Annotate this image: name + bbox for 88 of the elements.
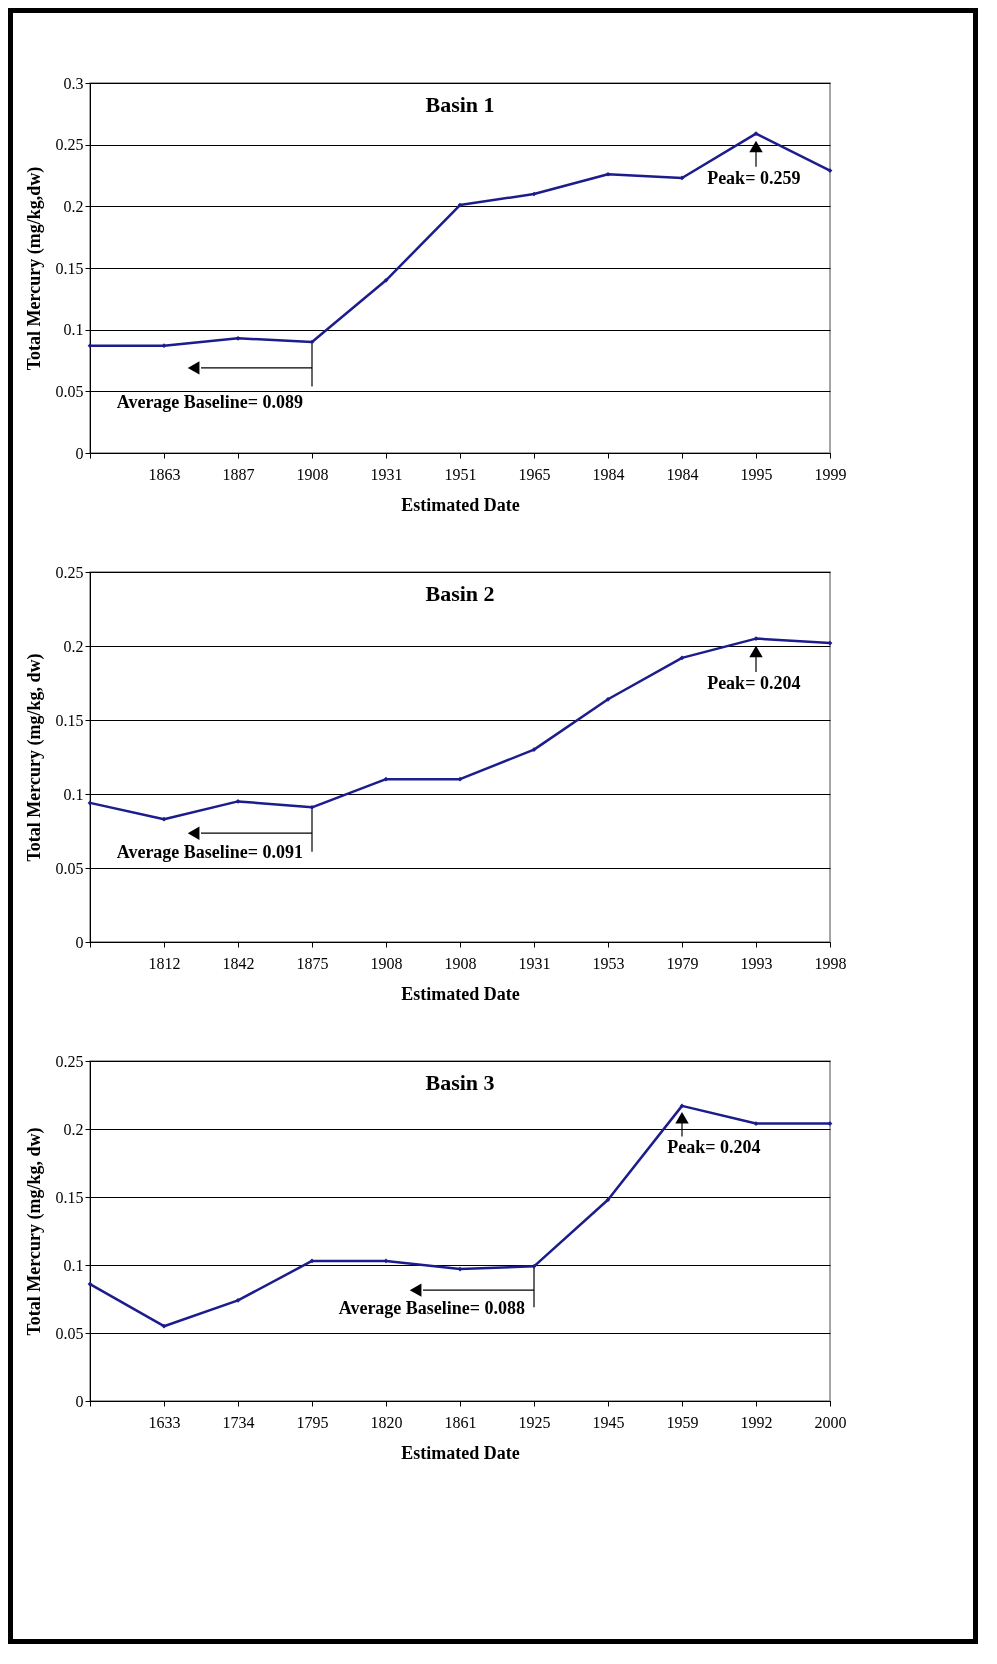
- x-tick-label: 1959: [666, 1413, 699, 1431]
- point: [457, 776, 463, 782]
- y-tick-label: 0.2: [63, 637, 84, 655]
- x-tick-label: 1984: [592, 465, 625, 483]
- x-tick-label: 2000: [814, 1413, 847, 1431]
- point: [161, 1323, 167, 1329]
- point: [383, 776, 389, 782]
- y-tick-label: 0.25: [55, 136, 84, 154]
- y-tick-label: 0.1: [63, 1256, 84, 1274]
- point: [457, 1266, 463, 1272]
- y-tick-label: 0.2: [63, 197, 84, 215]
- x-tick-label: 1795: [296, 1413, 329, 1431]
- y-tick-label: 0: [75, 1392, 84, 1410]
- chart-title: Basin 1: [425, 92, 495, 117]
- y-tick-label: 0.15: [55, 259, 84, 277]
- y-axis-title: Total Mercury (mg/kg, dw): [23, 1127, 45, 1336]
- x-tick-label: 1925: [518, 1413, 551, 1431]
- chart-title: Basin 2: [425, 581, 495, 606]
- x-tick-label: 1842: [222, 954, 255, 972]
- chart-title: Basin 3: [425, 1070, 495, 1095]
- annotation: Average Baseline= 0.088: [338, 1298, 526, 1319]
- y-tick-label: 0.05: [55, 1324, 84, 1342]
- x-tick-label: 1999: [814, 465, 847, 483]
- y-tick-label: 0.15: [55, 711, 84, 729]
- point: [679, 1103, 685, 1109]
- point: [827, 640, 833, 646]
- point: [309, 1258, 315, 1264]
- y-tick-label: 0.1: [63, 321, 84, 339]
- x-axis-title: Estimated Date: [401, 494, 520, 515]
- x-tick-label: 1965: [518, 465, 551, 483]
- point: [605, 1197, 611, 1203]
- y-tick-label: 0.3: [63, 74, 84, 92]
- point: [235, 335, 241, 341]
- point: [605, 171, 611, 177]
- x-tick-label: 1951: [444, 465, 477, 483]
- x-tick-label: 1931: [370, 465, 403, 483]
- y-tick-label: 0.2: [63, 1120, 84, 1138]
- annotation: Peak= 0.204: [667, 1137, 761, 1158]
- x-tick-label: 1908: [296, 465, 329, 483]
- annotation: Average Baseline= 0.089: [116, 391, 304, 412]
- point: [605, 696, 611, 702]
- point: [87, 1281, 93, 1287]
- y-tick-label: 0: [75, 933, 84, 951]
- x-tick-label: 1908: [370, 954, 403, 972]
- x-axis-title: Estimated Date: [401, 983, 520, 1004]
- x-tick-label: 1887: [222, 465, 255, 483]
- x-tick-label: 1633: [148, 1413, 181, 1431]
- x-tick-label: 1945: [592, 1413, 625, 1431]
- x-tick-label: 1908: [444, 954, 477, 972]
- x-tick-label: 1993: [740, 954, 773, 972]
- y-axis-title: Total Mercury (mg/kg, dw): [23, 653, 45, 862]
- y-tick-label: 0: [75, 444, 84, 462]
- x-tick-label: 1984: [666, 465, 699, 483]
- y-tick-label: 0.25: [55, 563, 84, 581]
- x-tick-label: 1953: [592, 954, 625, 972]
- point: [679, 655, 685, 661]
- point: [161, 816, 167, 822]
- point: [309, 339, 315, 345]
- x-tick-label: 1992: [740, 1413, 773, 1431]
- y-axis-title: Total Mercury (mg/kg,dw): [23, 166, 45, 371]
- x-tick-label: 1734: [222, 1413, 255, 1431]
- x-tick-label: 1861: [444, 1413, 477, 1431]
- x-tick-label: 1875: [296, 954, 329, 972]
- y-tick-label: 0.25: [55, 1052, 84, 1070]
- x-tick-label: 1998: [814, 954, 847, 972]
- annotation: Peak= 0.204: [707, 672, 801, 693]
- y-tick-label: 0.1: [63, 785, 84, 803]
- point: [309, 804, 315, 810]
- x-tick-label: 1931: [518, 954, 551, 972]
- point: [531, 191, 537, 197]
- x-tick-label: 1863: [148, 465, 181, 483]
- annotation: Peak= 0.259: [707, 167, 801, 188]
- y-tick-label: 0.05: [55, 859, 84, 877]
- x-tick-label: 1820: [370, 1413, 403, 1431]
- x-tick-label: 1995: [740, 465, 773, 483]
- point: [383, 277, 389, 283]
- point: [161, 343, 167, 349]
- x-axis-title: Estimated Date: [401, 1442, 520, 1463]
- point: [383, 1258, 389, 1264]
- x-tick-label: 1979: [666, 954, 699, 972]
- point: [457, 202, 463, 208]
- x-tick-label: 1812: [148, 954, 181, 972]
- y-tick-label: 0.05: [55, 382, 84, 400]
- point: [87, 343, 93, 349]
- y-tick-label: 0.15: [55, 1188, 84, 1206]
- point: [679, 175, 685, 181]
- point: [87, 800, 93, 806]
- annotation: Average Baseline= 0.091: [116, 842, 304, 863]
